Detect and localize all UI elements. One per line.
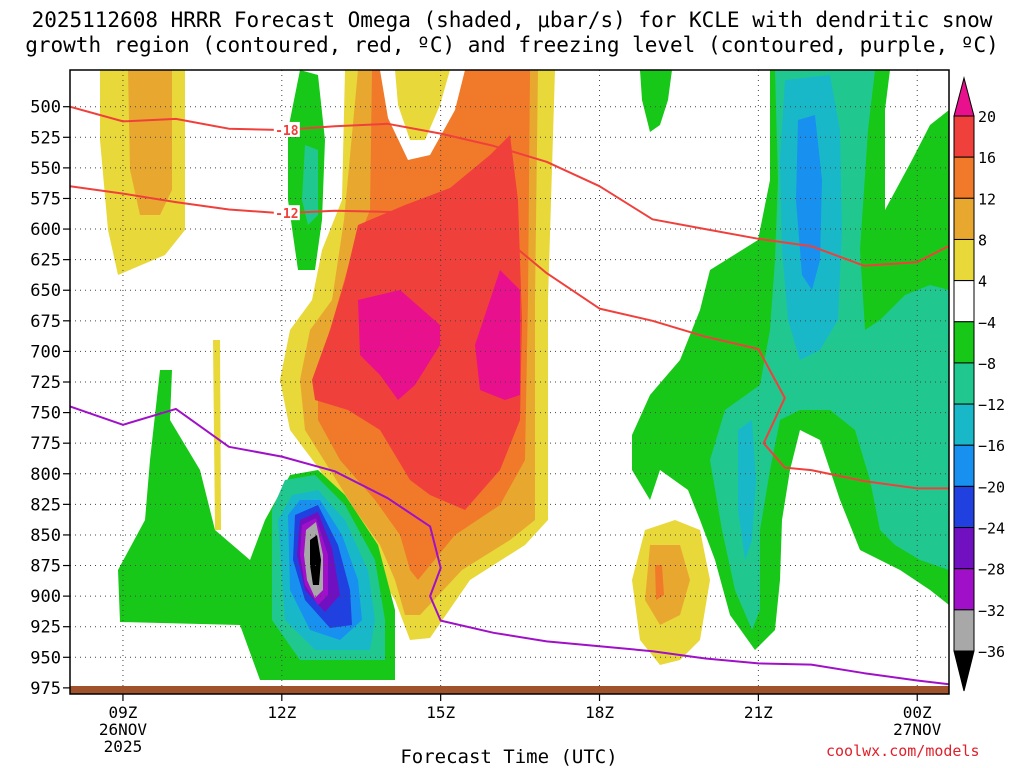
y-axis: 500 525 550 575 600 625 650 675 700 725 750 775 800 8…: [30, 98, 70, 699]
x-tick-label: 27NOV: [893, 720, 942, 739]
ground-surface: [70, 686, 949, 694]
colorbar-tick-label: −4: [978, 314, 996, 332]
omega-shading: [100, 70, 949, 680]
x-tick-label: 26NOV: [99, 720, 148, 739]
chart-title-line-1: 2025112608 HRRR Forecast Omega (shaded, …: [31, 8, 993, 32]
y-tick-label: 700: [30, 342, 61, 362]
y-tick-label: 575: [30, 189, 61, 209]
x-tick-label: 18Z: [585, 703, 614, 722]
omega-region-negative-4: [640, 70, 672, 132]
x-tick-label: 12Z: [267, 703, 296, 722]
colorbar-tick-label: 12: [978, 190, 996, 208]
y-tick-label: 650: [30, 281, 61, 301]
x-tick-label: 15Z: [426, 703, 455, 722]
contour-line: [70, 405, 949, 686]
colorbar-bin: [953, 362, 975, 405]
omega-region-positive-4: [213, 340, 221, 530]
y-tick-label: 500: [30, 98, 61, 118]
y-tick-label: 725: [30, 373, 61, 393]
contour-line: [70, 185, 949, 490]
colorbar-bin: [953, 280, 975, 323]
colorbar-bin: [953, 115, 975, 158]
watermark: coolwx.com/models: [826, 742, 980, 760]
colorbar-tick-label: −16: [978, 437, 1005, 455]
colorbar-over-arrow: [953, 76, 975, 117]
chart-title-line-2: growth region (contoured, red, ºC) and f…: [25, 33, 999, 57]
y-tick-label: 950: [30, 648, 61, 668]
y-tick-label: 775: [30, 434, 61, 454]
omega-region-positive-12: [655, 565, 664, 600]
y-tick-label: 800: [30, 465, 61, 485]
colorbar-tick-label: −20: [978, 478, 1005, 496]
colorbar-tick-label: 4: [978, 273, 987, 291]
omega-region-negative-8: [710, 70, 949, 630]
y-tick-label: 625: [30, 251, 61, 271]
colorbar-tick-label: −36: [978, 643, 1005, 661]
colorbar-tick-label: −32: [978, 602, 1005, 620]
colorbar-tick-label: 20: [978, 108, 996, 126]
y-tick-label: 675: [30, 312, 61, 332]
colorbar-tick-label: −12: [978, 396, 1005, 414]
x-tick-label: 00Z: [903, 703, 932, 722]
temperature-contours: [70, 105, 949, 686]
y-tick-label: 925: [30, 618, 61, 638]
x-tick-label: 21Z: [744, 703, 773, 722]
colorbar-bin: [953, 444, 975, 487]
x-axis-label: Forecast Time (UTC): [400, 746, 618, 768]
omega-region-negative-16: [796, 115, 822, 290]
y-tick-label: 900: [30, 587, 61, 607]
colorbar-tick-label: −24: [978, 520, 1005, 538]
colorbar-tick-label: −28: [978, 561, 1005, 579]
colorbar-bin: [953, 609, 975, 652]
colorbar-bin: [953, 568, 975, 611]
contour-label: -18: [275, 124, 299, 139]
colorbar-bin: [953, 403, 975, 446]
contour-line: [70, 105, 949, 267]
colorbar-bin: [953, 197, 975, 240]
x-tick-label: 09Z: [108, 703, 137, 722]
colorbar-bin: [953, 485, 975, 529]
y-tick-label: 825: [30, 495, 61, 515]
colorbar-bin: [953, 527, 975, 570]
y-tick-label: 750: [30, 404, 61, 424]
colorbar-bin: [953, 238, 975, 282]
omega-region-negative-36: [310, 535, 321, 585]
contour-label-bg: [273, 205, 300, 221]
gridlines: [70, 70, 949, 694]
x-tick-label: 2025: [104, 737, 143, 756]
contour-label-bg: [273, 121, 300, 137]
contour-labels: -18 -12: [273, 121, 300, 222]
y-tick-label: 525: [30, 128, 61, 148]
y-tick-label: 875: [30, 557, 61, 577]
chart-title: 2025112608 HRRR Forecast Omega (shaded, …: [0, 8, 1024, 58]
omega-region-positive-20: [358, 290, 440, 400]
colorbar-bin: [953, 156, 975, 199]
colorbar-tick-label: 16: [978, 149, 996, 167]
colorbar-tick-label: 8: [978, 231, 987, 249]
y-tick-label: 850: [30, 526, 61, 546]
y-tick-label: 975: [30, 679, 61, 699]
colorbar-bin: [953, 321, 975, 364]
colorbar-under-arrow: [953, 650, 975, 692]
contour-label: -12: [275, 207, 298, 222]
y-tick-label: 600: [30, 220, 61, 240]
colorbar-legend: 20 16 12 8 4 −4 −8 −12 −16 −20 −24 −28 −32 −36: [953, 76, 1005, 692]
omega-region-negative-8: [302, 145, 318, 225]
y-tick-label: 550: [30, 159, 61, 179]
omega-region-negative-12: [738, 420, 756, 560]
omega-region-positive-20: [475, 270, 520, 400]
colorbar-tick-label: −8: [978, 355, 996, 373]
